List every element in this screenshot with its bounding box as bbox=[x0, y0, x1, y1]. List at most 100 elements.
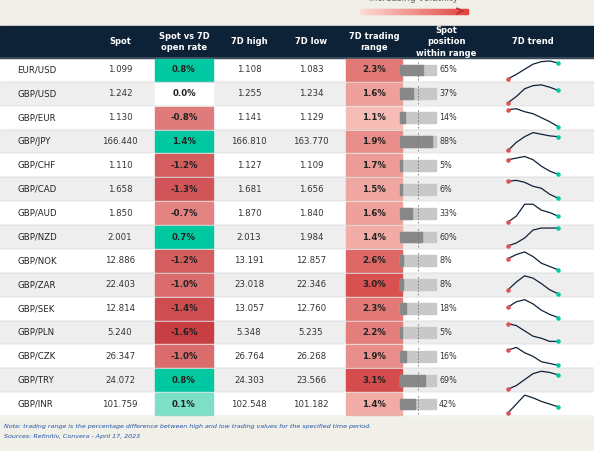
Text: 60%: 60% bbox=[439, 233, 457, 241]
Point bbox=[553, 314, 563, 321]
Point bbox=[553, 266, 563, 273]
Bar bbox=[400, 351, 436, 362]
Bar bbox=[399, 9, 400, 14]
Text: -1.0%: -1.0% bbox=[170, 280, 198, 289]
Text: GBP/AUD: GBP/AUD bbox=[17, 209, 56, 218]
Bar bbox=[0, 297, 594, 321]
Bar bbox=[372, 9, 374, 14]
Bar bbox=[452, 9, 454, 14]
Bar bbox=[346, 393, 402, 415]
Text: GBP/SEK: GBP/SEK bbox=[17, 304, 55, 313]
Text: 163.770: 163.770 bbox=[293, 137, 329, 146]
Bar bbox=[400, 232, 436, 242]
Bar bbox=[459, 9, 461, 14]
Text: 102.548: 102.548 bbox=[231, 400, 267, 409]
Bar bbox=[375, 9, 377, 14]
Point bbox=[503, 255, 513, 262]
Text: 3.1%: 3.1% bbox=[362, 376, 386, 385]
Bar bbox=[400, 64, 424, 75]
Bar bbox=[400, 184, 402, 195]
Bar bbox=[416, 9, 418, 14]
Bar bbox=[400, 375, 425, 386]
Text: 1.1%: 1.1% bbox=[362, 113, 386, 122]
Bar bbox=[400, 256, 403, 266]
Point bbox=[553, 59, 563, 66]
Bar bbox=[377, 9, 379, 14]
Bar bbox=[397, 9, 399, 14]
Text: 1.4%: 1.4% bbox=[362, 233, 386, 241]
Bar bbox=[455, 9, 457, 14]
Bar bbox=[400, 208, 412, 218]
Bar bbox=[392, 9, 394, 14]
Bar bbox=[400, 327, 402, 338]
Bar bbox=[0, 321, 594, 345]
Bar bbox=[400, 160, 436, 171]
Bar bbox=[155, 59, 213, 81]
Text: GBP/ZAR: GBP/ZAR bbox=[17, 280, 55, 289]
Bar bbox=[450, 9, 451, 14]
Text: 7D trading
range: 7D trading range bbox=[349, 32, 399, 52]
Text: 23.566: 23.566 bbox=[296, 376, 326, 385]
Bar bbox=[400, 399, 436, 410]
Text: GBP/JPY: GBP/JPY bbox=[17, 137, 50, 146]
Bar bbox=[346, 322, 402, 343]
Bar bbox=[0, 58, 594, 82]
Bar bbox=[155, 107, 213, 129]
Bar bbox=[411, 9, 413, 14]
Bar bbox=[364, 9, 366, 14]
Text: 12.886: 12.886 bbox=[105, 256, 135, 265]
Text: Spot: Spot bbox=[109, 37, 131, 46]
Bar bbox=[383, 9, 384, 14]
Bar bbox=[0, 345, 594, 368]
Bar bbox=[431, 9, 432, 14]
Text: 1.984: 1.984 bbox=[299, 233, 323, 241]
Point bbox=[503, 106, 513, 113]
Bar bbox=[155, 83, 213, 105]
Text: Note: trading range is the percentage difference between high and low trading va: Note: trading range is the percentage di… bbox=[4, 424, 371, 429]
Point bbox=[553, 87, 563, 94]
Text: EUR/USD: EUR/USD bbox=[17, 65, 56, 74]
Bar bbox=[363, 9, 365, 14]
Text: 5.348: 5.348 bbox=[236, 328, 261, 337]
Bar bbox=[419, 9, 421, 14]
Text: GBP/CZK: GBP/CZK bbox=[17, 352, 55, 361]
Bar bbox=[400, 136, 432, 147]
Text: 65%: 65% bbox=[439, 65, 457, 74]
Bar bbox=[366, 9, 368, 14]
Text: 12.760: 12.760 bbox=[296, 304, 326, 313]
Text: Spot
position
within range: Spot position within range bbox=[416, 27, 476, 58]
Bar bbox=[155, 393, 213, 415]
Bar bbox=[155, 131, 213, 152]
Text: 2.013: 2.013 bbox=[236, 233, 261, 241]
Point bbox=[553, 371, 563, 378]
Text: 1.658: 1.658 bbox=[108, 185, 132, 194]
Bar bbox=[400, 232, 422, 242]
Bar bbox=[0, 368, 594, 392]
Bar bbox=[407, 9, 409, 14]
Text: -0.8%: -0.8% bbox=[170, 113, 198, 122]
Text: 6%: 6% bbox=[439, 185, 452, 194]
Bar bbox=[387, 9, 388, 14]
Text: GBP/PLN: GBP/PLN bbox=[17, 328, 54, 337]
Text: 16%: 16% bbox=[439, 352, 457, 361]
Text: 18%: 18% bbox=[439, 304, 457, 313]
Text: GBP/CAD: GBP/CAD bbox=[17, 185, 56, 194]
Bar bbox=[460, 9, 462, 14]
Bar bbox=[0, 225, 594, 249]
Bar bbox=[413, 9, 415, 14]
Point bbox=[503, 304, 513, 311]
Text: 1.127: 1.127 bbox=[236, 161, 261, 170]
Point bbox=[553, 290, 563, 297]
Text: 1.255: 1.255 bbox=[236, 89, 261, 98]
Bar bbox=[0, 177, 594, 201]
Text: 2.001: 2.001 bbox=[108, 233, 132, 241]
Bar bbox=[155, 274, 213, 296]
Text: 1.130: 1.130 bbox=[108, 113, 132, 122]
Bar bbox=[391, 9, 393, 14]
Bar bbox=[448, 9, 450, 14]
Bar bbox=[0, 106, 594, 129]
Bar bbox=[423, 9, 425, 14]
Bar bbox=[155, 322, 213, 343]
Text: 7D low: 7D low bbox=[295, 37, 327, 46]
Bar bbox=[346, 298, 402, 319]
